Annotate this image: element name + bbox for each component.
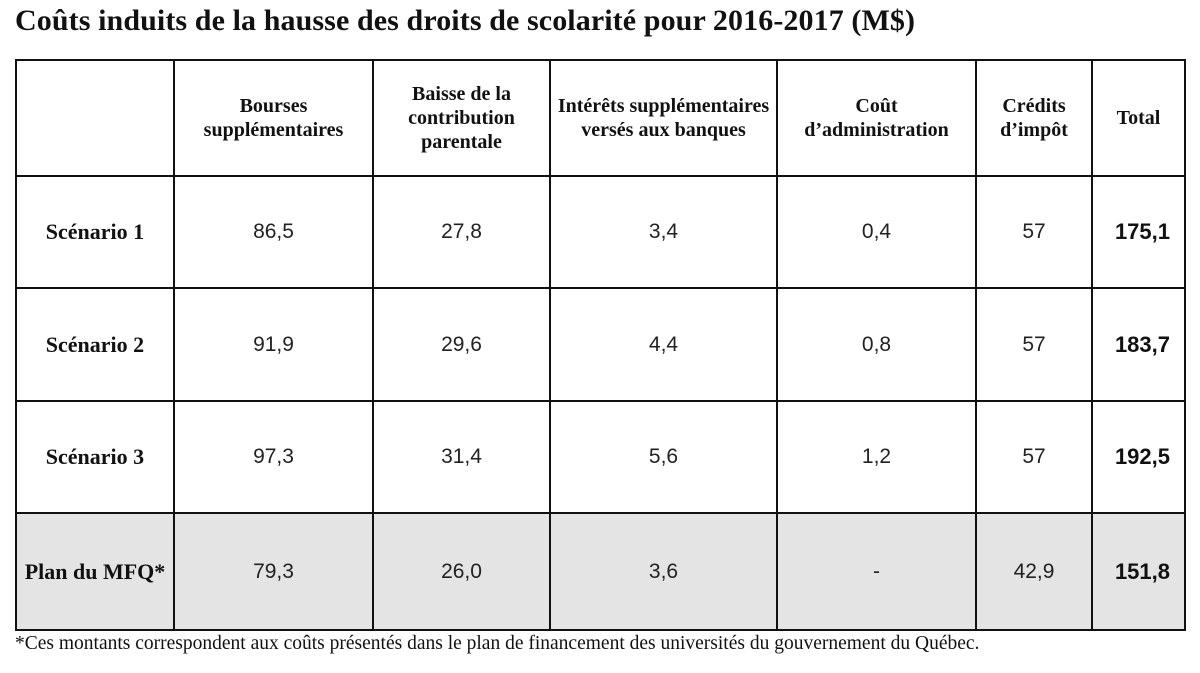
row-label: Scénario 2 [15,287,175,402]
header-bourses: Bourses supplémentaires [173,59,374,177]
page-title: Coûts induits de la hausse des droits de… [15,4,916,37]
table-row-plan-mfq: Plan du MFQ* 79,3 26,0 3,6 - 42,9 151,8 [15,512,1186,631]
table-cell: 79,3 [173,512,374,631]
header-corner [15,59,175,177]
table-cell: 0,4 [776,174,977,290]
total-cell: 151,8 [1091,512,1186,631]
header-total: Total [1091,59,1186,177]
table-cell: 26,0 [372,512,551,631]
table-row-scenario-2: Scénario 2 91,9 29,6 4,4 0,8 57 183,7 [15,287,1186,402]
header-contribution-parentale: Baisse de la contribution parentale [372,59,551,177]
table-cell: 3,6 [549,512,778,631]
table-cell: 42,9 [975,512,1093,631]
header-row: Bourses supplémentaires Baisse de la con… [15,59,1186,177]
total-cell: 183,7 [1091,287,1186,402]
total-cell: 192,5 [1091,399,1186,515]
header-credits-impot: Crédits d’impôt [975,59,1093,177]
table-cell: 86,5 [173,174,374,290]
table-cell: 1,2 [776,399,977,515]
table-row-scenario-3: Scénario 3 97,3 31,4 5,6 1,2 57 192,5 [15,399,1186,515]
footnote: *Ces montants correspondent aux coûts pr… [15,633,980,654]
table-row-scenario-1: Scénario 1 86,5 27,8 3,4 0,4 57 175,1 [15,174,1186,290]
table-cell: 57 [975,174,1093,290]
table-cell: 97,3 [173,399,374,515]
table-cell: 4,4 [549,287,778,402]
table-cell: 57 [975,399,1093,515]
cost-table: Bourses supplémentaires Baisse de la con… [15,59,1186,631]
table-cell: - [776,512,977,631]
table-cell: 0,8 [776,287,977,402]
table-cell: 29,6 [372,287,551,402]
table-cell: 57 [975,287,1093,402]
row-label: Scénario 3 [15,399,175,515]
table-cell: 3,4 [549,174,778,290]
table-cell: 27,8 [372,174,551,290]
row-label: Plan du MFQ* [15,512,175,631]
total-cell: 175,1 [1091,174,1186,290]
table-cell: 5,6 [549,399,778,515]
table-cell: 31,4 [372,399,551,515]
header-interets: Intérêts supplémentaires versés aux banq… [549,59,778,177]
header-administration: Coût d’administration [776,59,977,177]
row-label: Scénario 1 [15,174,175,290]
table-cell: 91,9 [173,287,374,402]
